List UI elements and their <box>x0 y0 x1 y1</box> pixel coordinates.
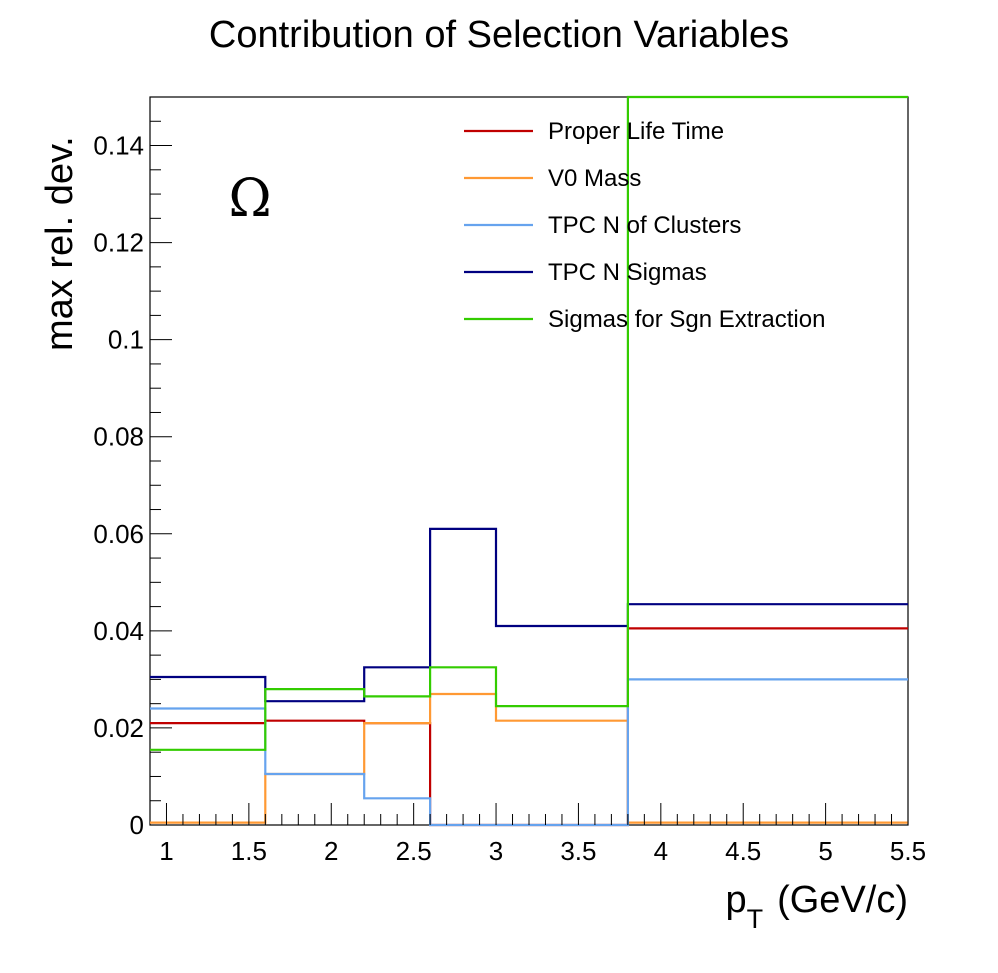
x-axis-unit: (GeV/c) <box>777 879 908 921</box>
x-tick-label: 4 <box>654 836 668 866</box>
legend-item: TPC N of Clusters <box>464 212 741 239</box>
y-tick-label: 0.1 <box>108 325 144 355</box>
series-layer <box>150 95 908 827</box>
series-line-3 <box>150 678 908 827</box>
x-tick-label: 1.5 <box>231 836 267 866</box>
ticks-layer <box>150 96 909 826</box>
y-axis-title: max rel. dev. <box>39 136 81 351</box>
y-tick-label: 0 <box>130 810 144 840</box>
legend-label: V0 Mass <box>548 165 641 192</box>
series-line-4 <box>150 527 908 703</box>
legend-item: V0 Mass <box>464 165 641 192</box>
x-tick-label: 4.5 <box>725 836 761 866</box>
legend-label: TPC N Sigmas <box>548 259 707 286</box>
svg-text:pT(GeV/c): pT (GeV/c) <box>725 879 908 934</box>
legend-label: Sigmas for Sgn Extraction <box>548 306 825 333</box>
series-line-2 <box>150 692 908 824</box>
series-line-5 <box>150 95 908 751</box>
particle-annotation: Ω <box>228 169 271 229</box>
legend-item: TPC N Sigmas <box>464 259 707 286</box>
x-axis-subscript: T <box>747 904 764 934</box>
x-tick-label: 2.5 <box>396 836 432 866</box>
legend-item: Proper Life Time <box>464 118 724 145</box>
legend: Proper Life Time V0 Mass TPC N of Clusters… <box>464 118 825 333</box>
chart-title: Contribution of Selection Variables <box>209 14 789 56</box>
x-tick-labels: 1 1.5 2 2.5 3 3.5 4 4.5 5 5.5 <box>159 836 926 866</box>
x-tick-label: 5 <box>818 836 832 866</box>
x-tick-label: 2 <box>324 836 338 866</box>
series-line-1 <box>150 627 908 827</box>
x-axis-symbol: p <box>725 879 746 921</box>
y-tick-label: 0.08 <box>93 422 144 452</box>
x-axis-title: pT (GeV/c) <box>725 879 908 934</box>
legend-item: Sigmas for Sgn Extraction <box>464 306 825 333</box>
x-tick-label: 3 <box>489 836 503 866</box>
x-tick-label: 1 <box>159 836 173 866</box>
y-tick-labels: 0 0.02 0.04 0.06 0.08 0.1 0.12 0.14 <box>93 131 144 840</box>
x-tick-label: 5.5 <box>890 836 926 866</box>
legend-label: TPC N of Clusters <box>548 212 741 239</box>
y-tick-label: 0.14 <box>93 131 144 161</box>
y-tick-label: 0.02 <box>93 713 144 743</box>
y-tick-label: 0.06 <box>93 519 144 549</box>
y-tick-label: 0.04 <box>93 616 144 646</box>
legend-label: Proper Life Time <box>548 118 724 145</box>
y-tick-label: 0.12 <box>93 228 144 258</box>
x-tick-label: 3.5 <box>560 836 596 866</box>
